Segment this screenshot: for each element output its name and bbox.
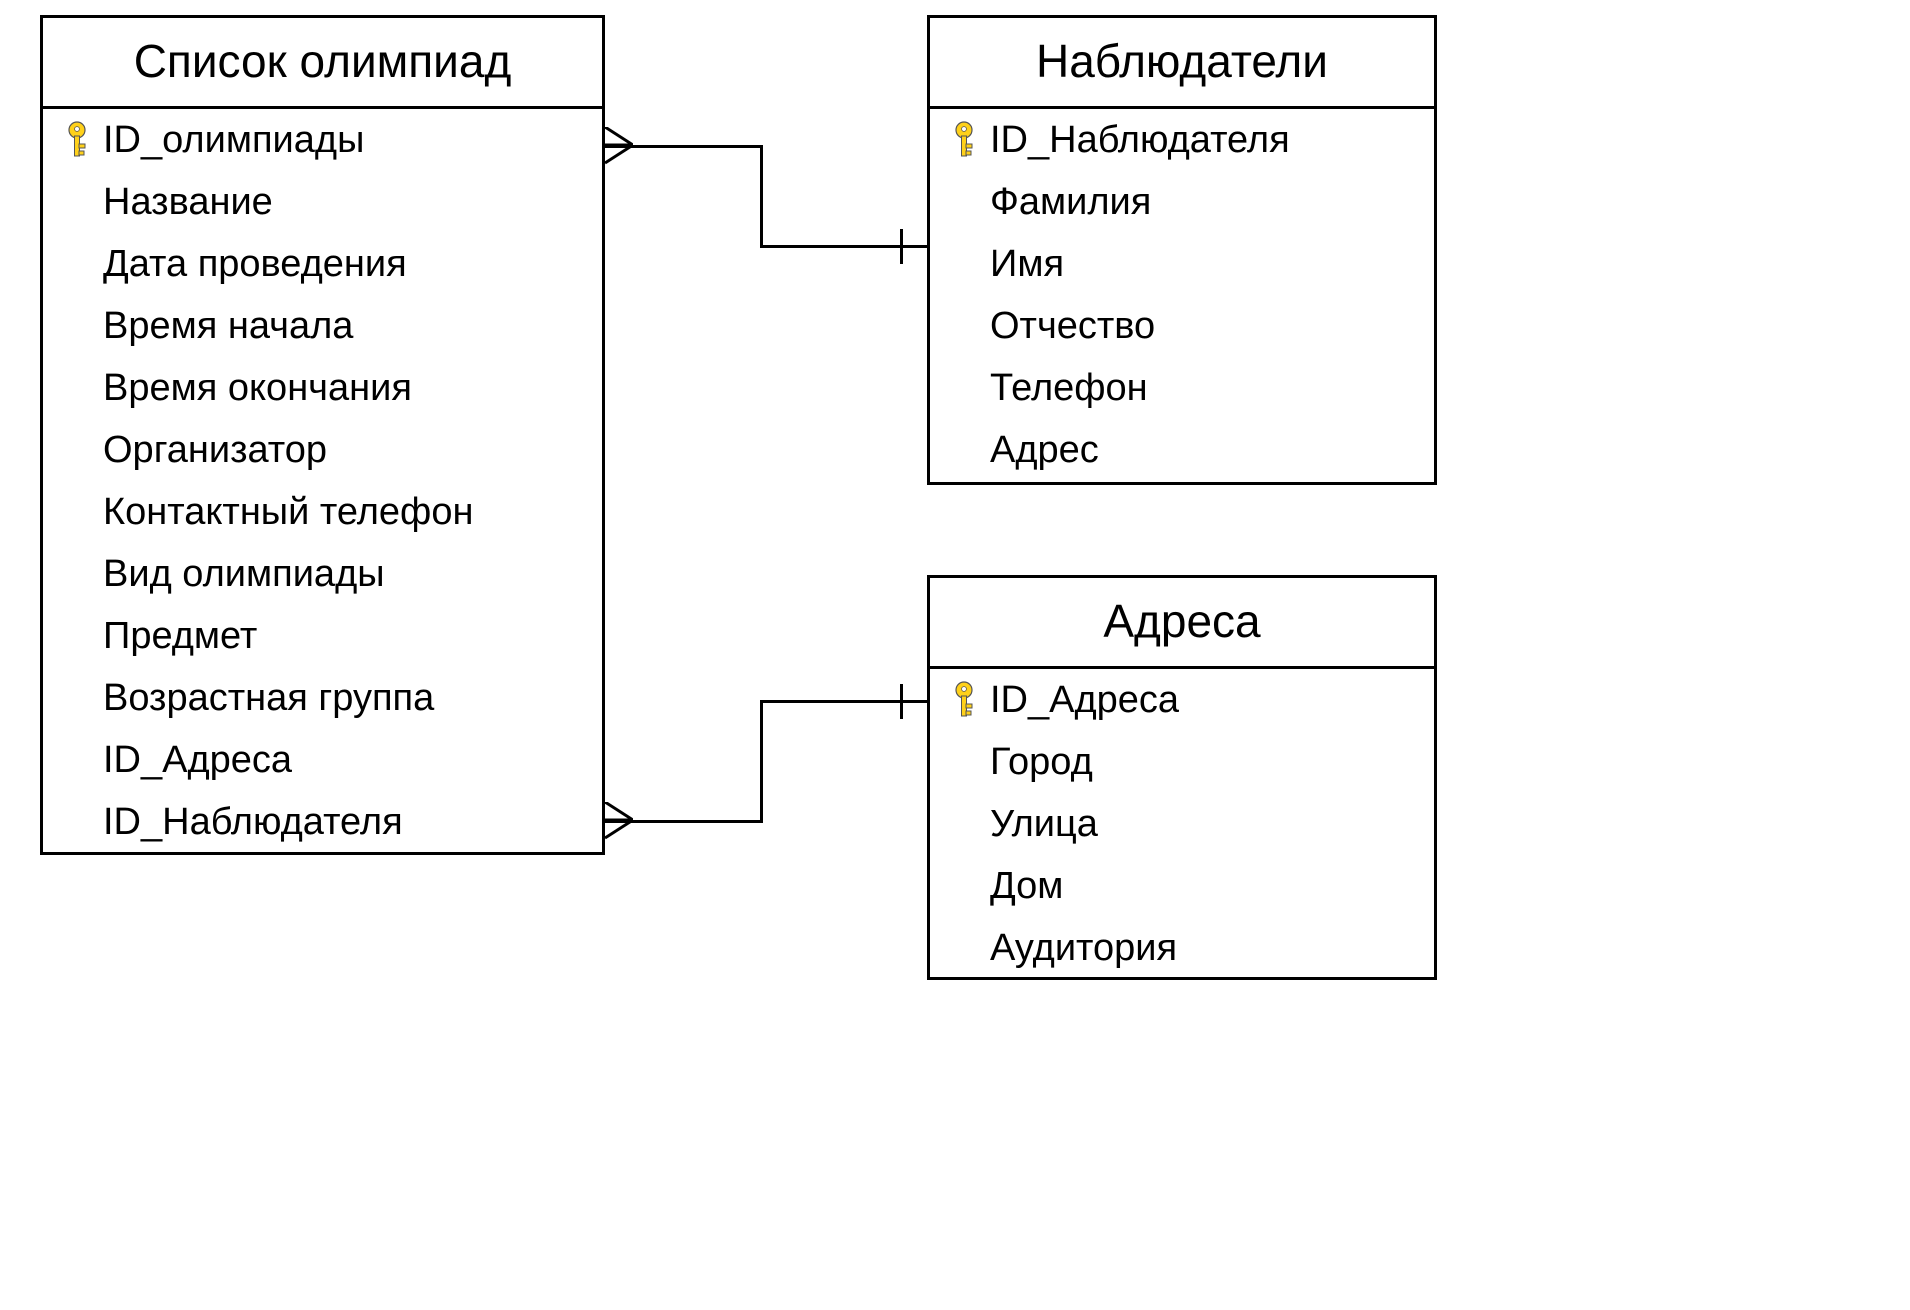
attribute-row: Контактный телефон: [43, 481, 602, 543]
attribute-label: Вид олимпиады: [99, 553, 385, 596]
crows-foot-icon: [605, 127, 633, 166]
attribute-row: ID_Наблюдателя: [43, 791, 602, 853]
attribute-row: ID_Адреса: [43, 729, 602, 791]
connector-segment: [760, 700, 763, 823]
entity-title: Наблюдатели: [930, 18, 1434, 109]
entity-title: Список олимпиад: [43, 18, 602, 109]
attribute-label: Город: [986, 741, 1093, 784]
attribute-label: Аудитория: [986, 927, 1177, 970]
attribute-label: Возрастная группа: [99, 677, 434, 720]
attribute-label: ID_Наблюдателя: [99, 801, 403, 844]
attribute-row: Название: [43, 171, 602, 233]
attribute-row: Отчество: [930, 295, 1434, 357]
attribute-label: Время начала: [99, 305, 353, 348]
attribute-label: ID_олимпиады: [99, 119, 364, 162]
connector-segment: [760, 145, 763, 245]
er-diagram-canvas: Список олимпиад ID_олимпиады Название Дата …: [0, 0, 1910, 1310]
entity-title: Адреса: [930, 578, 1434, 669]
attribute-row: Имя: [930, 233, 1434, 295]
entity-observers: Наблюдатели ID_Наблюдателя Фамилия Имя Отчес…: [927, 15, 1437, 485]
attribute-label: Телефон: [986, 367, 1148, 410]
attribute-label: Дата проведения: [99, 243, 407, 286]
attribute-row: Улица: [930, 793, 1434, 855]
attribute-row: ID_Наблюдателя: [930, 109, 1434, 171]
crows-foot-icon: [605, 802, 633, 841]
attribute-label: Дом: [986, 865, 1063, 908]
key-icon: [942, 680, 986, 720]
entity-body: ID_Наблюдателя Фамилия Имя Отчество Телефон А…: [930, 109, 1434, 481]
attribute-label: Адрес: [986, 429, 1099, 472]
entity-addresses: Адреса ID_Адреса Город Улица Дом Аудитория: [927, 575, 1437, 980]
attribute-label: Предмет: [99, 615, 257, 658]
attribute-row: Возрастная группа: [43, 667, 602, 729]
cardinality-one-bar: [900, 229, 903, 264]
attribute-row: Организатор: [43, 419, 602, 481]
attribute-row: ID_олимпиады: [43, 109, 602, 171]
attribute-label: ID_Адреса: [986, 679, 1179, 722]
attribute-row: Адрес: [930, 419, 1434, 481]
attribute-row: Телефон: [930, 357, 1434, 419]
attribute-row: Предмет: [43, 605, 602, 667]
attribute-row: Фамилия: [930, 171, 1434, 233]
attribute-label: Фамилия: [986, 181, 1151, 224]
attribute-label: Отчество: [986, 305, 1155, 348]
attribute-row: Дата проведения: [43, 233, 602, 295]
attribute-row: Время окончания: [43, 357, 602, 419]
attribute-label: Организатор: [99, 429, 327, 472]
cardinality-one-bar: [900, 684, 903, 719]
attribute-label: ID_Наблюдателя: [986, 119, 1290, 162]
attribute-label: Контактный телефон: [99, 491, 473, 534]
key-icon: [942, 120, 986, 160]
attribute-row: Дом: [930, 855, 1434, 917]
key-icon: [55, 120, 99, 160]
attribute-label: Имя: [986, 243, 1064, 286]
attribute-label: Название: [99, 181, 273, 224]
attribute-row: Аудитория: [930, 917, 1434, 979]
attribute-label: Время окончания: [99, 367, 412, 410]
entity-body: ID_Адреса Город Улица Дом Аудитория: [930, 669, 1434, 979]
attribute-label: Улица: [986, 803, 1098, 846]
entity-olympiads: Список олимпиад ID_олимпиады Название Дата …: [40, 15, 605, 855]
entity-body: ID_олимпиады Название Дата проведения Время…: [43, 109, 602, 853]
attribute-label: ID_Адреса: [99, 739, 292, 782]
attribute-row: Время начала: [43, 295, 602, 357]
attribute-row: ID_Адреса: [930, 669, 1434, 731]
attribute-row: Вид олимпиады: [43, 543, 602, 605]
attribute-row: Город: [930, 731, 1434, 793]
